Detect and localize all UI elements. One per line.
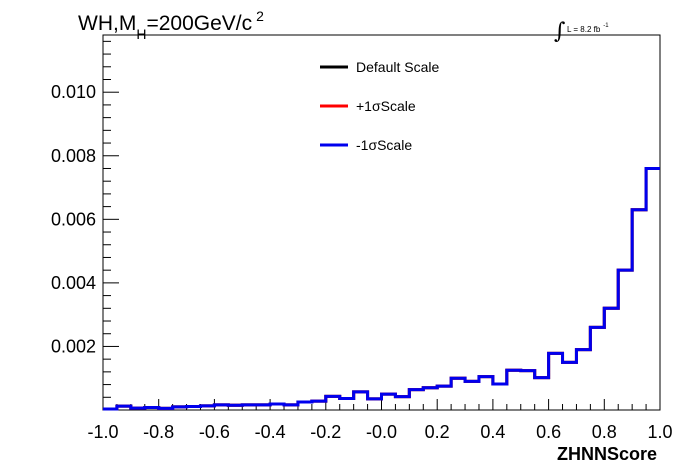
axes: -1.0 -0.8 -0.6 -0.4 -0.2 -0.0 0.2 0.4 0.6 0.8 1.0 0…	[51, 40, 673, 442]
y-tick-label: 0.004	[51, 273, 96, 293]
y-tick-label: 0.002	[51, 336, 96, 356]
legend-label: Default Scale	[356, 59, 439, 75]
series-layer	[103, 166, 660, 411]
x-tick-label: -0.6	[199, 422, 230, 442]
integral-symbol: ∫	[554, 19, 566, 44]
legend: Default Scale +1σScale -1σScale	[320, 59, 439, 153]
x-tick-label: -1.0	[87, 422, 118, 442]
x-tick-label: -0.4	[255, 422, 286, 442]
x-tick-label: -0.8	[143, 422, 174, 442]
legend-label: +1σScale	[356, 98, 416, 114]
x-tick-label: 0.6	[536, 422, 561, 442]
y-tick-label: 0.010	[51, 82, 96, 102]
x-tick-label: 1.0	[647, 422, 672, 442]
y-tick-label: 0.006	[51, 209, 96, 229]
x-tick-label: -0.0	[366, 422, 397, 442]
x-tick-label: 0.2	[425, 422, 450, 442]
x-tick-label: 0.4	[480, 422, 505, 442]
series-line-1	[103, 166, 660, 411]
x-tick-label: 0.8	[592, 422, 617, 442]
x-axis-label: ZHNNScore	[557, 444, 657, 464]
series-line-0	[103, 166, 660, 411]
x-tick-label: -0.2	[310, 422, 341, 442]
chart-title: WH,MH=200GeV/c 2	[78, 8, 264, 42]
luminosity-label: L = 8.2 fb -1	[567, 23, 609, 34]
legend-label: -1σScale	[356, 137, 412, 153]
series-line-2	[103, 166, 660, 411]
y-tick-label: 0.008	[51, 146, 96, 166]
